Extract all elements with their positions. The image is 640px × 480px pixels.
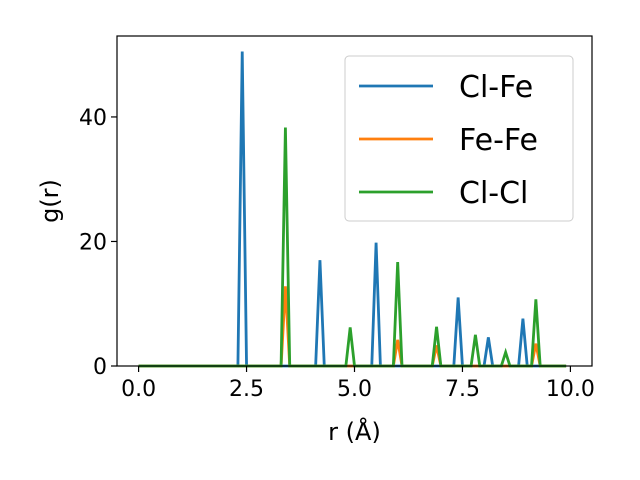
legend-entry-cl-cl: Cl-Cl <box>359 176 528 211</box>
legend-label: Cl-Fe <box>459 70 533 105</box>
y-axis-label: g(r) <box>36 179 64 223</box>
legend-label: Fe-Fe <box>459 123 538 158</box>
x-tick-label: 10.0 <box>546 377 595 402</box>
x-tick-label: 2.5 <box>229 377 264 402</box>
legend-box <box>344 55 574 222</box>
ticks-layer: 0.0 2.5 5.0 7.5 10.0 0 20 40 <box>79 106 595 402</box>
legend: Cl-Fe Fe-Fe Cl-Cl <box>344 55 574 222</box>
legend-entry-fe-fe: Fe-Fe <box>359 123 538 158</box>
legend-label: Cl-Cl <box>459 176 528 211</box>
x-tick-label: 7.5 <box>445 377 480 402</box>
x-axis-label: r (Å) <box>328 417 381 446</box>
x-tick-label: 5.0 <box>337 377 372 402</box>
x-tick-label: 0.0 <box>121 377 156 402</box>
y-tick-label: 0 <box>93 355 107 380</box>
legend-entry-cl-fe: Cl-Fe <box>359 70 533 105</box>
y-tick-label: 20 <box>79 230 107 255</box>
y-tick-label: 40 <box>79 106 107 131</box>
